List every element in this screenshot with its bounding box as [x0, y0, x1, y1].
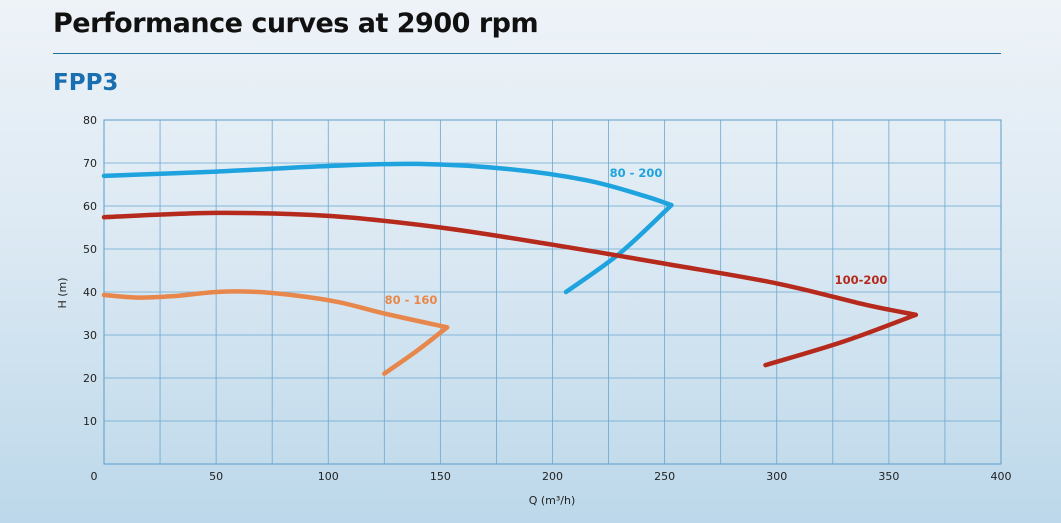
y-tick-label: 60 — [83, 200, 97, 213]
series-label-80-160: 80 - 160 — [385, 293, 438, 307]
x-tick-label: 200 — [542, 470, 563, 483]
chart-subtitle: FPP3 — [53, 70, 119, 96]
x-axis-title: Q (m³/h) — [529, 494, 576, 507]
x-tick-label: 100 — [318, 470, 339, 483]
series-line-80-160-lower — [382, 325, 450, 376]
y-tick-label: 30 — [83, 329, 97, 342]
x-tick-label: 50 — [209, 470, 223, 483]
y-tick-label: 10 — [83, 415, 97, 428]
series-line-80-200-upper — [101, 161, 674, 208]
series-line-100-200-lower — [763, 312, 919, 368]
series-label-80-200: 80 - 200 — [610, 166, 663, 180]
series-line-80-200-lower — [563, 202, 674, 295]
series-lines — [101, 161, 919, 376]
labels: 0 50 100 150 200 250 300 350 400 10 20 30 40 50 60 70 80… — [56, 114, 1012, 507]
x-tick-label: 400 — [991, 470, 1012, 483]
title-divider — [53, 53, 1001, 54]
x-tick-label: 0 — [91, 470, 98, 483]
x-tick-label: 350 — [878, 470, 899, 483]
y-tick-label: 70 — [83, 157, 97, 170]
x-tick-label: 300 — [766, 470, 787, 483]
series-label-100-200: 100-200 — [835, 273, 888, 287]
page-title: Performance curves at 2900 rpm — [53, 8, 539, 39]
y-tick-label: 80 — [83, 114, 97, 127]
y-tick-label: 50 — [83, 243, 97, 256]
y-axis-title: H (m) — [56, 277, 69, 308]
grid — [103, 119, 1002, 465]
series-line-80-160-upper — [101, 289, 450, 330]
series-line-100-200-upper — [101, 210, 919, 318]
y-tick-label: 40 — [83, 286, 97, 299]
x-tick-label: 150 — [430, 470, 451, 483]
y-tick-label: 20 — [83, 372, 97, 385]
x-tick-label: 250 — [654, 470, 675, 483]
